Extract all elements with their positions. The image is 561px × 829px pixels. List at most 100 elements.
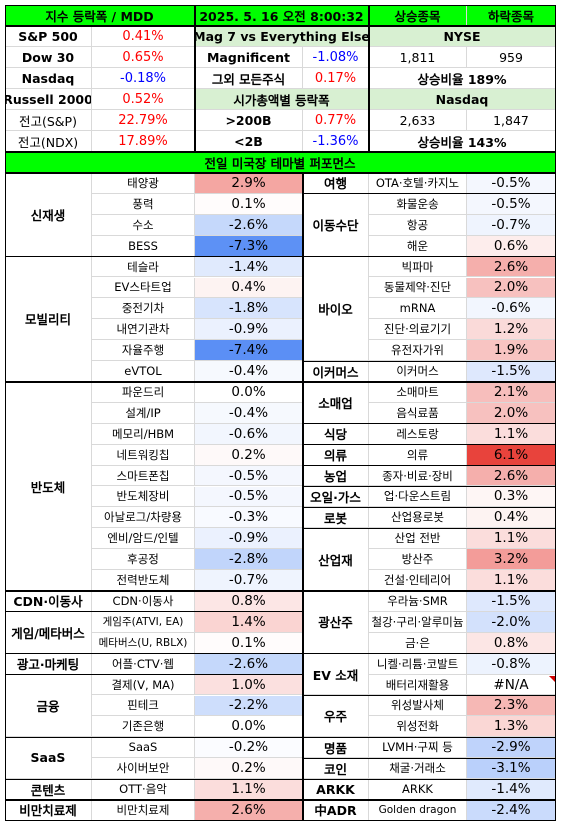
theme-group-name: 비만치료제 <box>5 800 92 821</box>
index-name: 전고(S&P) <box>5 110 92 131</box>
theme-item-label: 음식료품 <box>369 402 467 424</box>
mcap-title: 시가총액별 등락폭 <box>195 89 369 110</box>
mag7-value: 0.17% <box>303 68 369 89</box>
theme-item-value: 1.1% <box>467 570 556 591</box>
theme-item-value: 2.3% <box>467 695 556 717</box>
theme-group-name: 산업재 <box>303 528 369 591</box>
theme-item-value: 2.6% <box>467 465 556 487</box>
theme-item-label: 해운 <box>369 235 467 257</box>
index-value: 0.41% <box>92 26 195 47</box>
theme-item-label: 풍력 <box>92 193 195 215</box>
theme-item-label: 방산주 <box>369 549 467 571</box>
theme-item-label: 수소 <box>92 214 195 236</box>
theme-item-value: 1.3% <box>467 716 556 738</box>
theme-item-value: -0.6% <box>467 298 556 320</box>
theme-item-value: -0.5% <box>195 465 303 487</box>
theme-item-value: -0.8% <box>467 653 556 675</box>
theme-item-label: SaaS <box>92 737 195 759</box>
theme-group-name: 오일·가스 <box>303 486 369 508</box>
theme-item-value: 3.2% <box>467 549 556 571</box>
theme-group-name: 광산주 <box>303 591 369 654</box>
theme-item-label: 엔비/암드/인텔 <box>92 528 195 550</box>
theme-group-name: 광고·마케팅 <box>5 653 92 675</box>
theme-item-value: 0.1% <box>195 193 303 215</box>
nyse-down-count: 959 <box>467 47 556 68</box>
theme-item-value: 1.4% <box>195 611 303 633</box>
theme-item-label: 금·은 <box>369 632 467 654</box>
mcap-label: <2B <box>195 131 303 152</box>
theme-item-value: 0.1% <box>195 632 303 654</box>
theme-item-label: 메타버스(U, RBLX) <box>92 632 195 654</box>
theme-item-label: 비만치료제 <box>92 800 195 821</box>
theme-item-value: -3.1% <box>467 758 556 780</box>
theme-item-label: BESS <box>92 235 195 257</box>
mcap-label: >200B <box>195 110 303 131</box>
theme-item-value: -1.4% <box>195 256 303 278</box>
theme-item-label: OTT·음악 <box>92 779 195 800</box>
theme-item-value: 2.0% <box>467 402 556 424</box>
mcap-value: -1.36% <box>303 131 369 152</box>
nyse-ratio: 상승비율 189% <box>369 68 556 89</box>
theme-group-name: 코인 <box>303 758 369 780</box>
index-name: Russell 2000 <box>5 89 92 110</box>
theme-item-label: EV스타트업 <box>92 277 195 299</box>
theme-item-label: 태양광 <box>92 173 195 194</box>
index-name: Nasdaq <box>5 68 92 89</box>
theme-item-label: 항공 <box>369 214 467 236</box>
nasdaq-down-count: 1,847 <box>467 110 556 131</box>
theme-item-label: LVMH·구찌 등 <box>369 737 467 759</box>
theme-group-name: 모빌리티 <box>5 256 92 382</box>
theme-group-name: 게임/메타버스 <box>5 611 92 654</box>
theme-item-value: -1.5% <box>467 361 556 382</box>
theme-item-value: -0.7% <box>195 570 303 591</box>
theme-item-value: 0.8% <box>195 591 303 612</box>
theme-item-label: 업·다운스트림 <box>369 486 467 508</box>
performance-sheet: 지수 등락폭 / MDD 2025. 5. 16 오전 8:00:32 상승종목 하락… <box>5 5 556 822</box>
theme-item-value: -7.3% <box>195 235 303 257</box>
nyse-up-count: 1,811 <box>369 47 467 68</box>
theme-item-value: -0.4% <box>195 361 303 382</box>
theme-group-name: 식당 <box>303 423 369 445</box>
theme-item-value: -0.6% <box>195 423 303 445</box>
nyse-title: NYSE <box>369 26 556 47</box>
theme-item-value: -1.4% <box>467 779 556 800</box>
theme-item-label: 어플·CTV·웹 <box>92 653 195 675</box>
theme-item-label: 유전자가위 <box>369 340 467 362</box>
theme-group-name: SaaS <box>5 737 92 780</box>
theme-item-label: 진단·의료기기 <box>369 319 467 341</box>
theme-item-value: 0.2% <box>195 444 303 466</box>
theme-item-label: 후공정 <box>92 549 195 571</box>
theme-item-value: -0.3% <box>195 507 303 529</box>
theme-item-value: 1.1% <box>467 528 556 550</box>
nasdaq-up-count: 2,633 <box>369 110 467 131</box>
mag7-value: -1.08% <box>303 47 369 68</box>
header-losers: 하락종목 <box>467 5 556 26</box>
index-value: 0.52% <box>92 89 195 110</box>
mcap-value: 0.77% <box>303 110 369 131</box>
theme-item-label: 사이버보안 <box>92 758 195 780</box>
mag7-label: 그외 모든주식 <box>195 68 303 89</box>
theme-item-label: 위성전화 <box>369 716 467 738</box>
theme-group-name: 로봇 <box>303 507 369 529</box>
theme-item-value: -1.8% <box>195 298 303 320</box>
theme-item-value: 0.0% <box>195 716 303 738</box>
theme-item-value: 1.0% <box>195 674 303 696</box>
mag7-title: Mag 7 vs Everything Else <box>195 26 369 47</box>
theme-group-name: ARKK <box>303 779 369 800</box>
theme-item-label: mRNA <box>369 298 467 320</box>
theme-group-name: 우주 <box>303 695 369 738</box>
theme-item-label: 레스토랑 <box>369 423 467 445</box>
theme-group-name: 이동수단 <box>303 193 369 257</box>
theme-item-value: 1.1% <box>195 779 303 800</box>
theme-item-value: #N/A <box>467 674 556 696</box>
theme-item-value: -0.5% <box>467 173 556 194</box>
theme-item-value: -0.9% <box>195 528 303 550</box>
theme-item-label: 의류 <box>369 444 467 466</box>
theme-item-value: 0.4% <box>195 277 303 299</box>
theme-item-value: -2.8% <box>195 549 303 571</box>
theme-item-value: -2.2% <box>195 695 303 717</box>
theme-item-label: 산업용로봇 <box>369 507 467 529</box>
theme-item-value: -2.6% <box>195 214 303 236</box>
index-name: 전고(NDX) <box>5 131 92 152</box>
theme-group-name: 금융 <box>5 674 92 738</box>
